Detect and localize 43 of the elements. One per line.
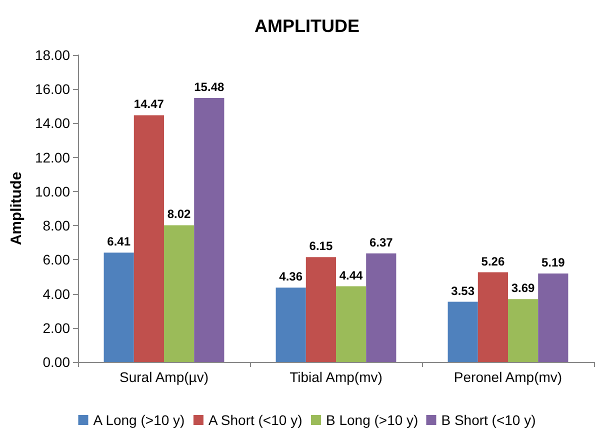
bar [538,273,568,362]
y-axis-title: Amplitude [8,172,26,246]
bar [448,302,478,362]
y-tick-label: 12.00 [34,149,70,166]
data-label: 6.37 [369,235,394,250]
y-tick-label: 2.00 [42,320,70,336]
data-label: 15.48 [194,80,224,94]
data-label: 5.26 [481,254,505,268]
legend-label: B Short (<10 y) [441,412,536,428]
data-label: 6.41 [107,234,131,249]
y-tick-label: 16.00 [34,81,70,98]
legend-label: B Long (>10 y) [326,412,418,428]
y-tick-label: 4.00 [42,286,70,302]
chart-title: AMPLITUDE [254,16,360,36]
data-label: 3.53 [451,284,475,298]
x-tick-label: Peronel Amp(mv) [454,369,562,385]
y-tick-label: 8.00 [42,218,70,234]
data-label: 8.02 [167,207,192,222]
data-label: 5.19 [541,255,566,270]
bar [366,253,396,362]
y-tick-label: 10.00 [34,183,70,200]
data-label: 4.36 [279,270,303,284]
bar [478,272,508,362]
legend-label: A Long (>10 y) [93,412,185,428]
bar [194,98,224,362]
legend-label: A Short (<10 y) [208,412,302,428]
data-label: 3.69 [511,281,536,296]
data-label: 14.47 [134,97,164,112]
bar [276,288,306,362]
y-tick-label: 6.00 [42,252,70,268]
bar [134,115,164,362]
data-label: 4.44 [339,268,364,282]
bar [508,299,538,362]
x-tick-label: Sural Amp(µv) [120,369,208,385]
bar [104,252,134,362]
data-label: 6.15 [309,239,333,254]
y-tick-label: 14.00 [34,115,70,132]
x-tick-label: Tibial Amp(mv) [290,369,382,385]
bar [336,286,366,362]
bar [164,225,194,362]
y-tick-label: 18.00 [34,47,70,63]
bar [306,257,336,362]
y-tick-label: 0.00 [42,354,70,370]
